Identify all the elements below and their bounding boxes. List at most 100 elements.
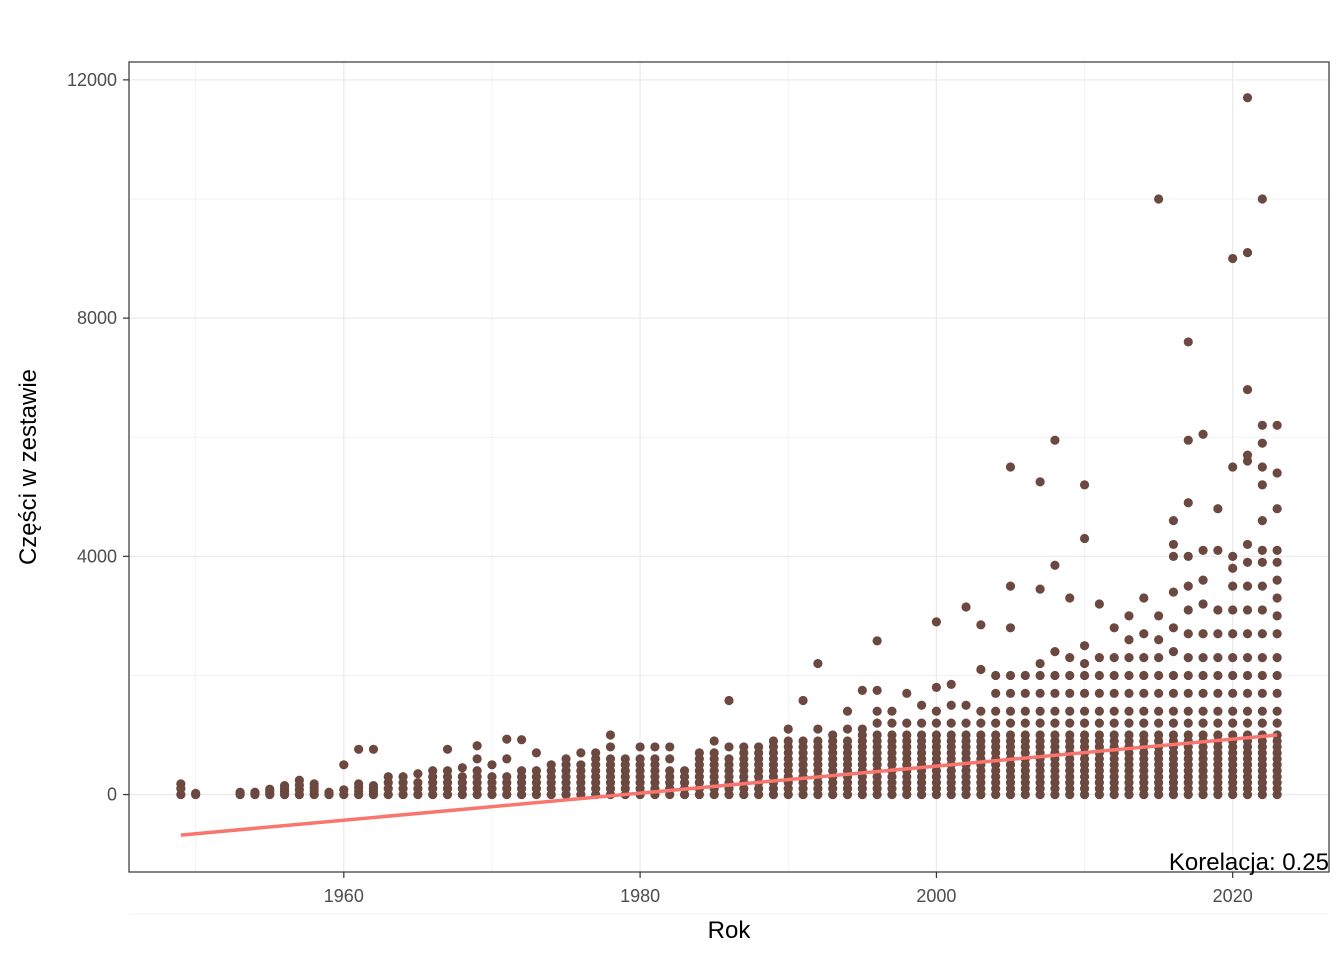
data-point xyxy=(1183,551,1193,561)
data-point xyxy=(265,784,275,794)
data-point xyxy=(1079,718,1090,728)
data-point xyxy=(1257,670,1267,681)
data-point xyxy=(1035,688,1045,698)
data-point xyxy=(487,772,497,782)
data-point xyxy=(1242,706,1253,716)
data-point xyxy=(1124,611,1134,621)
data-point xyxy=(1242,688,1253,698)
data-point xyxy=(1154,635,1164,645)
correlation-annotation: Korelacja: 0.25 xyxy=(1169,849,1329,876)
data-point xyxy=(1257,652,1267,663)
data-point xyxy=(368,781,379,791)
data-point xyxy=(1183,670,1193,681)
data-point xyxy=(976,730,986,740)
data-point xyxy=(902,688,912,698)
data-point xyxy=(1109,670,1119,681)
data-point xyxy=(1168,623,1179,633)
data-point xyxy=(191,788,201,798)
data-point xyxy=(1213,670,1223,681)
data-point xyxy=(1242,718,1253,728)
data-point xyxy=(872,636,882,646)
data-point xyxy=(354,744,364,754)
data-point xyxy=(1198,688,1208,698)
data-point xyxy=(442,766,453,776)
data-point xyxy=(1005,670,1016,681)
data-point xyxy=(1213,629,1223,639)
data-point xyxy=(768,736,779,746)
data-point xyxy=(1154,194,1164,204)
data-point xyxy=(309,779,319,789)
data-point xyxy=(1213,545,1223,555)
data-point xyxy=(516,735,527,745)
data-point xyxy=(1183,605,1193,615)
data-point xyxy=(857,724,867,734)
data-point xyxy=(976,664,986,675)
data-point xyxy=(842,736,853,746)
data-point xyxy=(872,730,882,740)
data-point xyxy=(1228,629,1238,639)
data-point xyxy=(902,730,912,740)
data-point xyxy=(176,779,186,789)
data-point xyxy=(976,620,986,630)
data-point xyxy=(665,742,675,752)
data-point xyxy=(724,754,734,764)
data-point xyxy=(872,718,882,728)
data-point xyxy=(472,741,482,751)
data-point xyxy=(1139,688,1149,698)
data-point xyxy=(1094,730,1104,740)
data-point xyxy=(1124,670,1134,681)
data-point xyxy=(961,700,971,710)
data-point xyxy=(991,730,1001,740)
data-point xyxy=(620,754,630,764)
data-point xyxy=(1109,652,1119,663)
data-point xyxy=(1154,611,1164,621)
data-point xyxy=(1198,599,1208,609)
data-point xyxy=(1242,652,1253,663)
data-point xyxy=(516,766,527,776)
data-point xyxy=(502,734,512,744)
data-point xyxy=(754,742,764,752)
data-point xyxy=(1183,629,1193,639)
data-point xyxy=(1257,629,1267,639)
data-point xyxy=(576,760,586,770)
data-point xyxy=(1020,706,1030,716)
data-point xyxy=(961,602,971,612)
data-point xyxy=(1094,706,1104,716)
data-point xyxy=(250,787,260,797)
data-point xyxy=(1035,584,1045,594)
x-axis: 1960 1980 2000 2020 xyxy=(324,872,1253,906)
data-point xyxy=(1005,581,1016,591)
data-point xyxy=(1154,718,1164,728)
data-point xyxy=(576,748,586,758)
data-point xyxy=(502,772,512,782)
data-point xyxy=(235,787,245,797)
data-point xyxy=(354,779,364,789)
data-point xyxy=(650,742,660,752)
data-point xyxy=(931,730,942,740)
data-point xyxy=(724,695,734,706)
data-point xyxy=(1242,539,1253,550)
data-point xyxy=(1035,670,1045,681)
y-tick-label: 0 xyxy=(107,785,117,805)
data-point xyxy=(1050,718,1060,728)
data-point xyxy=(1005,706,1016,716)
data-point xyxy=(1050,647,1060,657)
data-point xyxy=(1242,384,1253,395)
data-point xyxy=(887,718,897,728)
data-point xyxy=(1242,581,1253,591)
data-point xyxy=(1228,581,1238,591)
data-point xyxy=(991,670,1001,681)
data-point xyxy=(828,730,838,740)
data-point xyxy=(1035,718,1045,728)
data-point xyxy=(1168,516,1179,526)
data-point xyxy=(1020,688,1030,698)
data-point xyxy=(991,706,1001,716)
data-point xyxy=(1272,545,1282,555)
data-point xyxy=(1168,688,1179,698)
data-point xyxy=(1139,706,1149,716)
data-point xyxy=(1213,706,1223,716)
data-point xyxy=(487,760,497,770)
data-point xyxy=(1228,718,1238,728)
data-point xyxy=(946,679,956,689)
data-point xyxy=(783,736,793,746)
